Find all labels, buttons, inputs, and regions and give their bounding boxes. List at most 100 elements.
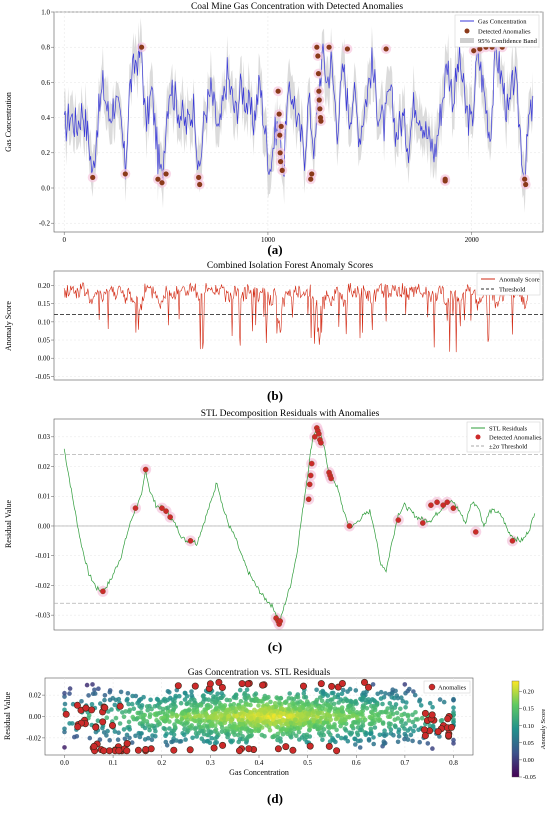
scatter-point: [207, 715, 212, 720]
scatter-point: [364, 706, 370, 711]
chart-b-score-series: [63, 282, 534, 353]
chart-d-scatter-points: [62, 682, 456, 751]
scatter-point: [392, 717, 398, 722]
scatter-point: [311, 709, 317, 714]
anomaly-point: [309, 171, 315, 177]
scatter-point: [167, 726, 172, 731]
scatter-point: [129, 701, 135, 707]
scatter-point: [230, 723, 236, 729]
anomaly-point: [219, 741, 227, 749]
scatter-point: [266, 694, 271, 700]
scatter-point: [404, 700, 409, 705]
scatter-point: [109, 707, 114, 712]
scatter-point: [451, 697, 456, 703]
anomaly-point: [116, 702, 124, 710]
scatter-point: [224, 697, 230, 703]
anomaly-point: [307, 472, 314, 479]
anomaly-point: [101, 704, 109, 712]
chart-d-xtick-label: 0.0: [60, 759, 69, 767]
scatter-point: [391, 732, 396, 738]
scatter-point: [102, 697, 107, 703]
scatter-point: [253, 728, 258, 733]
scatter-point: [280, 731, 286, 737]
scatter-point: [385, 706, 390, 711]
scatter-point: [97, 737, 103, 742]
scatter-point: [134, 716, 139, 722]
chart-d-xlabel: Gas Concentration: [229, 768, 289, 777]
scatter-point: [226, 714, 231, 719]
scatter-point: [417, 699, 422, 704]
scatter-point: [437, 734, 442, 739]
scatter-point: [262, 710, 267, 715]
scatter-point: [430, 723, 436, 729]
scatter-point: [364, 730, 369, 736]
chart-c-anomaly-points: [100, 425, 516, 627]
scatter-point: [355, 738, 361, 744]
scatter-point: [307, 720, 312, 726]
scatter-point: [107, 738, 112, 743]
anomaly-point: [308, 176, 314, 182]
scatter-point: [340, 709, 346, 714]
scatter-point: [336, 700, 342, 705]
scatter-point: [259, 707, 264, 712]
anomaly-point: [259, 681, 267, 689]
chart-a-xtick-label: 2000: [465, 236, 480, 244]
anomaly-point: [428, 711, 436, 719]
chart-a-title: Coal Mine Gas Concentration with Detecte…: [191, 2, 403, 12]
scatter-point: [256, 703, 261, 708]
scatter-point: [172, 699, 177, 704]
scatter-point: [67, 686, 73, 691]
anomaly-point: [338, 679, 346, 687]
chart-a-ytick-label: 0.4: [41, 114, 50, 122]
scatter-point: [181, 732, 187, 738]
scatter-point: [312, 724, 318, 729]
scatter-point: [182, 726, 187, 732]
scatter-point: [146, 735, 151, 741]
scatter-point: [418, 703, 424, 708]
chart-d-y-ticks: -0.02 0.00 0.02: [26, 692, 45, 742]
scatter-point: [403, 721, 408, 726]
scatter-point: [367, 699, 373, 705]
scatter-point: [304, 734, 309, 740]
scatter-point: [165, 705, 171, 710]
legend-gas-label: Gas Concentration: [478, 19, 527, 26]
legend-d-anomaly-label: Anomalies: [438, 685, 467, 692]
anomaly-point: [522, 176, 528, 182]
scatter-point: [193, 730, 199, 736]
scatter-point: [362, 717, 368, 723]
anomaly-point: [115, 747, 123, 755]
scatter-point: [270, 717, 276, 722]
scatter-point: [261, 720, 266, 726]
scatter-point: [368, 731, 374, 736]
scatter-point: [329, 690, 335, 696]
scatter-point: [262, 696, 268, 702]
scatter-point: [62, 690, 67, 696]
scatter-point: [126, 719, 132, 725]
scatter-point: [351, 706, 356, 712]
anomaly-point: [344, 46, 350, 52]
scatter-point: [390, 711, 396, 717]
scatter-point: [288, 728, 294, 733]
scatter-point: [200, 729, 205, 734]
chart-d-anomaly-points: [62, 678, 455, 755]
scatter-point: [191, 708, 196, 713]
scatter-point: [189, 693, 194, 698]
scatter-point: [338, 718, 344, 723]
anomaly-point: [289, 746, 297, 754]
scatter-point: [353, 688, 359, 693]
scatter-point: [298, 717, 304, 723]
scatter-point: [92, 687, 97, 693]
scatter-point: [121, 714, 127, 720]
scatter-point: [306, 712, 311, 717]
scatter-point: [380, 709, 385, 715]
scatter-point: [387, 714, 393, 719]
scatter-point: [367, 714, 373, 720]
chart-c-ytick-label: -0.01: [35, 552, 50, 560]
scatter-point: [237, 736, 243, 742]
colorbar-tick-label: 0.00: [523, 757, 534, 764]
scatter-point: [248, 722, 253, 727]
scatter-point: [302, 717, 307, 723]
scatter-point: [127, 735, 132, 741]
scatter-point: [193, 727, 198, 732]
scatter-point: [372, 725, 378, 730]
